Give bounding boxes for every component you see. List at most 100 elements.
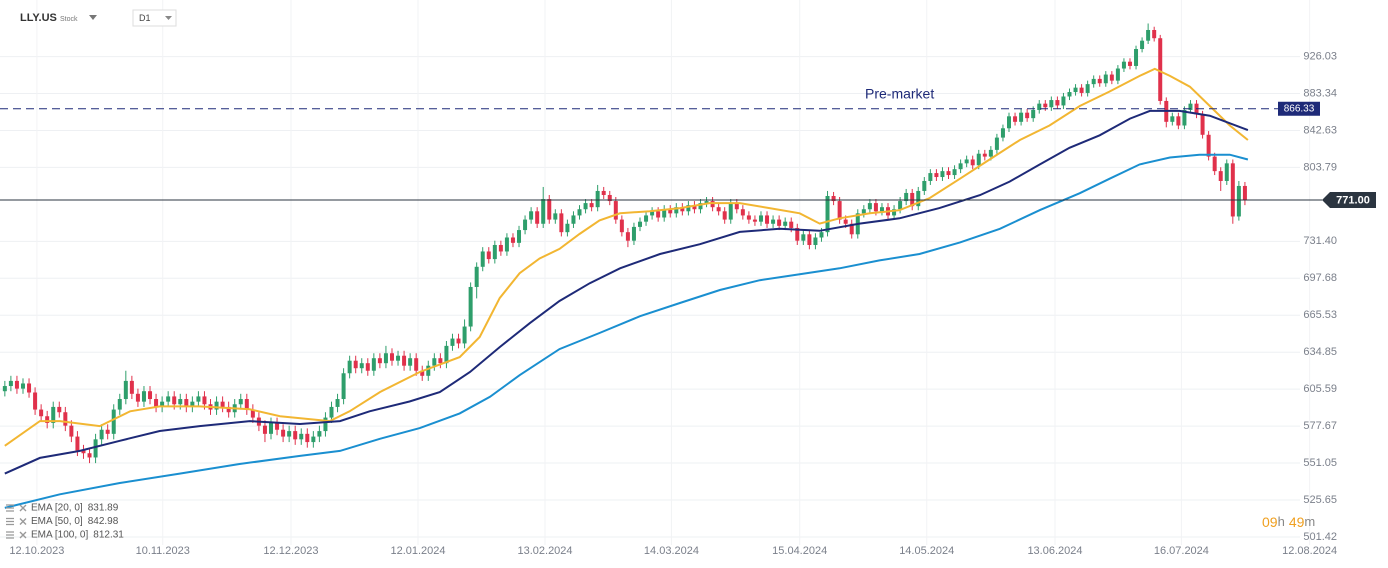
candle-body xyxy=(1134,49,1139,66)
candle-body xyxy=(154,399,159,407)
candle-body xyxy=(644,215,649,222)
candle-body xyxy=(160,401,165,407)
candle-body xyxy=(226,406,231,413)
ema-line xyxy=(4,67,1249,447)
candle-body xyxy=(565,223,570,233)
candle-body xyxy=(389,353,394,361)
candle-body xyxy=(196,396,201,402)
candle-body xyxy=(480,251,485,267)
candle-body xyxy=(117,399,122,410)
candle-body xyxy=(105,429,110,434)
candle-body xyxy=(607,194,612,202)
candle-body xyxy=(135,393,140,402)
instrument-type: Stock xyxy=(60,16,78,23)
candle-body xyxy=(341,373,346,400)
candle-body xyxy=(1230,163,1235,217)
candle-body xyxy=(220,401,225,407)
ema-line xyxy=(4,109,1249,475)
candle-body xyxy=(728,203,733,220)
candle-body xyxy=(1182,109,1187,126)
candle-body xyxy=(595,190,600,208)
x-tick-label: 13.02.2024 xyxy=(517,545,572,557)
candle-body xyxy=(1049,100,1054,108)
y-tick-label: 634.85 xyxy=(1303,346,1337,358)
candle-body xyxy=(214,401,219,410)
candle-body xyxy=(323,417,328,432)
candle-body xyxy=(93,439,98,458)
candle-body xyxy=(510,237,515,243)
symbol[interactable]: LLY.US xyxy=(20,12,57,24)
timeframe-dropdown[interactable] xyxy=(165,16,172,20)
y-tick-label: 697.68 xyxy=(1303,272,1337,284)
premarket-price: 866.33 xyxy=(1284,103,1315,114)
candle-body xyxy=(20,383,25,389)
candle-body xyxy=(867,203,872,210)
x-tick-label: 12.12.2023 xyxy=(263,545,318,557)
x-tick-label: 12.10.2023 xyxy=(9,545,64,557)
candle-body xyxy=(517,230,522,243)
candle-body xyxy=(81,450,86,454)
candle-body xyxy=(571,215,576,224)
candle-body xyxy=(51,406,56,423)
candle-body xyxy=(111,409,116,434)
candle-body xyxy=(813,237,818,245)
candle-body xyxy=(492,244,497,260)
timeframe[interactable]: D1 xyxy=(139,13,151,23)
candle-body xyxy=(365,363,370,371)
candle-body xyxy=(504,237,509,252)
candle-body xyxy=(861,209,866,214)
candle-body xyxy=(952,169,957,176)
candle-body xyxy=(1146,29,1151,41)
candle-body xyxy=(317,431,322,437)
candle-body xyxy=(801,234,806,241)
candle-body xyxy=(1000,128,1005,138)
candle-body xyxy=(970,159,975,166)
candle-body xyxy=(1085,84,1090,93)
candle-body xyxy=(752,219,757,222)
candle-body xyxy=(444,345,449,364)
candle-body xyxy=(1115,68,1120,81)
last-price: 771.00 xyxy=(1336,194,1370,206)
candle-body xyxy=(178,399,183,405)
candle-body xyxy=(39,409,44,417)
y-tick-label: 731.40 xyxy=(1303,235,1337,247)
y-tick-label: 883.34 xyxy=(1303,87,1337,99)
candle-body xyxy=(123,380,128,400)
y-tick-label: 577.67 xyxy=(1303,420,1337,432)
candle-body xyxy=(946,171,951,176)
y-tick-label: 842.63 xyxy=(1303,124,1337,136)
candle-body xyxy=(777,219,782,226)
candle-body xyxy=(746,215,751,220)
candle-body xyxy=(819,232,824,238)
candle-body xyxy=(2,386,7,392)
x-tick-label: 13.06.2024 xyxy=(1027,545,1082,557)
candle-body xyxy=(922,180,927,191)
candle-body xyxy=(244,399,249,410)
candle-body xyxy=(33,392,38,410)
candle-body xyxy=(988,149,993,157)
legend-name: EMA [100, 0] xyxy=(31,530,88,541)
candle-body xyxy=(613,201,618,220)
candle-body xyxy=(547,199,552,220)
candle-body xyxy=(396,355,401,361)
candle-body xyxy=(716,207,721,212)
candle-body xyxy=(535,211,540,224)
candle-body xyxy=(1176,116,1181,126)
candle-body xyxy=(1212,156,1217,172)
candle-body xyxy=(771,219,776,224)
legend-close-icon xyxy=(19,518,27,525)
plot xyxy=(2,23,1249,509)
timeframe-box[interactable] xyxy=(132,9,177,27)
countdown-hours: 09 xyxy=(1262,514,1278,530)
candle-body xyxy=(347,360,352,374)
candle-body xyxy=(529,211,534,220)
candle-body xyxy=(148,391,153,400)
candle-body xyxy=(462,326,467,344)
symbol-dropdown[interactable] xyxy=(89,15,97,20)
candle-body xyxy=(1061,96,1066,106)
candle-body xyxy=(371,358,376,371)
candle-body xyxy=(722,211,727,220)
legend-value: 842.98 xyxy=(88,516,119,527)
